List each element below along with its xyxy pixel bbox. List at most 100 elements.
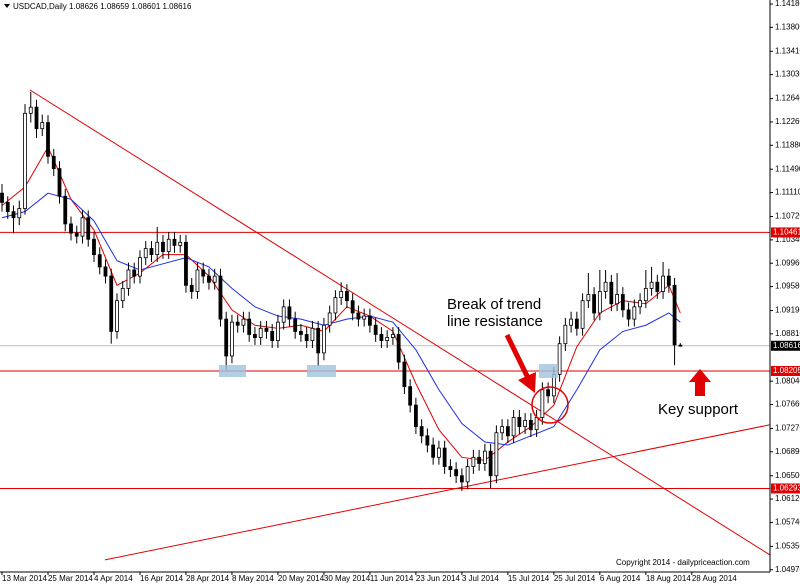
level-label: 1.08616 [773, 341, 800, 350]
candle-body [132, 269, 137, 277]
annotation: Break of trend [447, 296, 541, 313]
candle-body [391, 334, 395, 338]
candle-body [109, 275, 114, 332]
x-tick-label: 18 Aug 2014 [646, 574, 691, 583]
candle-body [161, 241, 165, 252]
candle-body [448, 466, 453, 471]
y-tick-label: 1.12640 [775, 94, 800, 103]
candle-body [69, 223, 73, 234]
candle-body [57, 168, 62, 197]
x-tick-label: 30 May 2014 [324, 574, 371, 583]
annotation: line resistance [447, 313, 543, 330]
candle-body [155, 241, 160, 256]
candle-body [46, 122, 50, 157]
arrow-head [518, 372, 536, 393]
candle-body [230, 321, 234, 357]
candle-body [540, 389, 545, 418]
candle-body [638, 300, 642, 308]
candle-body [247, 318, 252, 335]
candle-body [92, 238, 96, 256]
candle-body [5, 201, 10, 213]
x-tick-label: 16 Apr 2014 [140, 574, 184, 583]
candle-body [189, 284, 194, 292]
candle-body [517, 416, 522, 428]
menu-triangle [4, 4, 10, 8]
y-tick-label: 1.14180 [775, 0, 800, 8]
candle-body [97, 254, 102, 268]
candle-body [11, 211, 16, 219]
level-label: 1.06293 [773, 484, 800, 493]
x-tick-label: 28 Apr 2014 [186, 574, 230, 583]
candle-body [373, 324, 378, 335]
candle-body [126, 269, 131, 289]
candle-body [482, 450, 487, 464]
candle-body [224, 318, 229, 357]
x-tick-label: 23 Jun 2014 [416, 574, 461, 583]
candle-body [218, 275, 223, 320]
candle-body [86, 217, 91, 240]
y-tick-label: 1.08810 [775, 329, 800, 338]
candle-body [459, 475, 464, 483]
y-tick-label: 1.05740 [775, 518, 800, 527]
y-tick-label: 1.06120 [775, 494, 800, 503]
arrow [504, 333, 531, 380]
trend-line [104, 424, 771, 561]
candle-body [408, 386, 413, 406]
candle-body [425, 435, 430, 446]
candle-body [626, 309, 631, 320]
candle-body [505, 426, 510, 437]
candle-body [276, 321, 280, 342]
candle-body [477, 456, 482, 464]
x-tick-label: 13 Mar 2014 [2, 574, 47, 583]
candle-body [172, 238, 177, 246]
candle-body [299, 330, 303, 335]
candle-body [494, 432, 499, 477]
support-zone [307, 365, 336, 377]
candle-body [678, 344, 683, 347]
candle-body [672, 284, 677, 346]
y-tick-label: 1.11110 [775, 188, 800, 197]
candle-body [643, 287, 648, 302]
copyright: Copyright 2014 - dailypriceaction.com [616, 558, 750, 567]
candle-body [350, 300, 355, 314]
candle-body [396, 334, 401, 363]
candle-body [523, 420, 528, 428]
candle-body [0, 192, 4, 203]
candle-body [413, 404, 418, 428]
candle-body [661, 275, 665, 292]
y-tick-label: 1.10720 [775, 212, 800, 221]
y-tick-label: 1.13410 [775, 46, 800, 55]
moving-average [1, 192, 681, 446]
candle-body [310, 327, 315, 342]
candle-body [23, 112, 27, 209]
candle-body [293, 318, 298, 332]
candle-body [63, 195, 68, 225]
x-tick-label: 8 May 2014 [232, 574, 274, 583]
candle-body [436, 447, 441, 458]
candle-body [322, 324, 326, 354]
candle-body [569, 318, 574, 326]
candle-body [40, 122, 45, 130]
candle-body [655, 281, 660, 292]
candle-body [609, 281, 614, 305]
candle-body [235, 321, 240, 326]
candle-body [80, 217, 85, 237]
candle-body [241, 318, 246, 326]
plot-area [0, 3, 773, 575]
y-tick-label: 1.13800 [775, 22, 800, 31]
candle-body [304, 334, 309, 342]
y-tick-label: 1.05350 [775, 541, 800, 550]
candle-body [327, 312, 332, 326]
y-tick-label: 1.09960 [775, 258, 800, 267]
candle-body [258, 327, 263, 338]
y-tick-label: 1.09580 [775, 282, 800, 291]
candle-body [115, 300, 119, 332]
candle-body [592, 294, 596, 314]
x-tick-label: 25 Jul 2014 [554, 574, 596, 583]
x-tick-label: 11 Jun 2014 [370, 574, 414, 583]
candle-body [264, 327, 269, 332]
candle-body [649, 281, 654, 289]
x-tick-label: 20 May 2014 [278, 574, 325, 583]
candle-body [281, 306, 286, 323]
